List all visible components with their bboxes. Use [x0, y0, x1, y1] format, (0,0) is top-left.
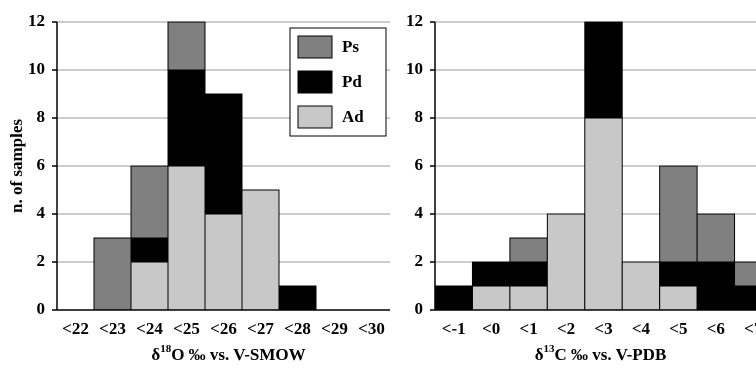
- x-tick-label: <7: [744, 319, 756, 338]
- bar-segment: [584, 21, 623, 119]
- bar-segment: [546, 213, 586, 311]
- y-tick-label: 0: [37, 299, 46, 318]
- legend-swatch: [297, 105, 333, 129]
- x-tick-label: <2: [557, 319, 575, 338]
- legend-swatch: [297, 70, 333, 94]
- y-tick-label: 2: [37, 251, 46, 270]
- bar-segment: [204, 93, 243, 215]
- x-tick-label: <27: [247, 319, 274, 338]
- legend-label: Ps: [342, 37, 359, 56]
- x-tick-label: <0: [482, 319, 500, 338]
- bar-segment: [167, 165, 206, 311]
- y-tick-label: 4: [415, 203, 424, 222]
- x-tick-label: <5: [669, 319, 687, 338]
- bar-segment: [241, 189, 280, 311]
- bar-segment: [734, 285, 756, 311]
- bar-segment: [696, 261, 736, 311]
- x-tick-label: <25: [173, 319, 200, 338]
- y-tick-label: 6: [37, 155, 46, 174]
- y-tick-label: 6: [415, 155, 424, 174]
- y-tick-label: 12: [28, 11, 45, 30]
- x-tick-label: <23: [99, 319, 126, 338]
- bar-segment: [621, 261, 661, 311]
- x-label-rest: O ‰ vs. V-SMOW: [171, 345, 305, 364]
- x-tick-label: <26: [210, 319, 237, 338]
- x-label-sup: 13: [544, 343, 556, 355]
- bar-segment: [584, 117, 623, 311]
- x-tick-label: <6: [707, 319, 725, 338]
- bar-segment: [130, 165, 169, 239]
- x-tick-label: <29: [321, 319, 348, 338]
- x-tick-label: <-1: [442, 319, 466, 338]
- x-tick-label: <3: [594, 319, 612, 338]
- bar-segment: [93, 237, 132, 311]
- bar-segment: [278, 285, 317, 311]
- chart: 0 2 4 6 8 10 12 <22 <23 <24 <25 <26 <27 <28 <29 <30 δ18O…: [7, 11, 390, 364]
- bar-segment: [696, 213, 736, 263]
- x-label-symbol: δ: [151, 345, 160, 364]
- y-tick-label: 8: [37, 107, 46, 126]
- bar-segment: [659, 165, 698, 263]
- x-tick-label: <1: [520, 319, 538, 338]
- bar-segment: [167, 21, 206, 71]
- y-tick-label: 10: [28, 59, 45, 78]
- x-axis-label: δ18O ‰ vs. V-SMOW: [151, 343, 305, 364]
- legend-label: Ad: [342, 107, 364, 126]
- y-tick-label: 8: [415, 107, 424, 126]
- bar-segment: [659, 261, 698, 287]
- x-tick-label: <28: [284, 319, 311, 338]
- bar-segment: [167, 69, 206, 167]
- y-tick-label: 2: [415, 251, 424, 270]
- bar-segment: [130, 261, 169, 311]
- legend-swatch: [297, 35, 333, 59]
- y-tick-label: 4: [37, 203, 46, 222]
- bar-segment: [659, 285, 698, 311]
- x-label-sup: 18: [160, 343, 172, 355]
- y-tick-label: 12: [406, 11, 423, 30]
- bar-segment: [434, 285, 473, 311]
- x-tick-label: <24: [136, 319, 163, 338]
- y-tick-label: 10: [406, 59, 423, 78]
- bar-segment: [471, 285, 511, 311]
- x-label-symbol: δ: [535, 345, 544, 364]
- x-label-rest: C ‰ vs. V-PDB: [555, 345, 667, 364]
- x-tick-label: <30: [358, 319, 385, 338]
- bar-segment: [130, 237, 169, 263]
- legend-label: Pd: [342, 72, 362, 91]
- x-tick-label: <22: [62, 319, 89, 338]
- bar-segment: [734, 261, 756, 287]
- bar-segment: [509, 261, 548, 287]
- y-tick-label: 0: [415, 299, 424, 318]
- chart: 0 2 4 6 8 10 12 <-1 <0 <1 <2 <3 <4 <5 <6 <7 δ13C ‰ vs. V…: [406, 11, 756, 364]
- x-tick-label: <4: [632, 319, 651, 338]
- x-axis-label: δ13C ‰ vs. V-PDB: [535, 343, 667, 364]
- bar-segment: [204, 213, 243, 311]
- y-axis-label: n. of samples: [7, 119, 26, 213]
- bar-segment: [509, 285, 548, 311]
- bar-segment: [471, 261, 511, 287]
- bar-segment: [509, 237, 548, 263]
